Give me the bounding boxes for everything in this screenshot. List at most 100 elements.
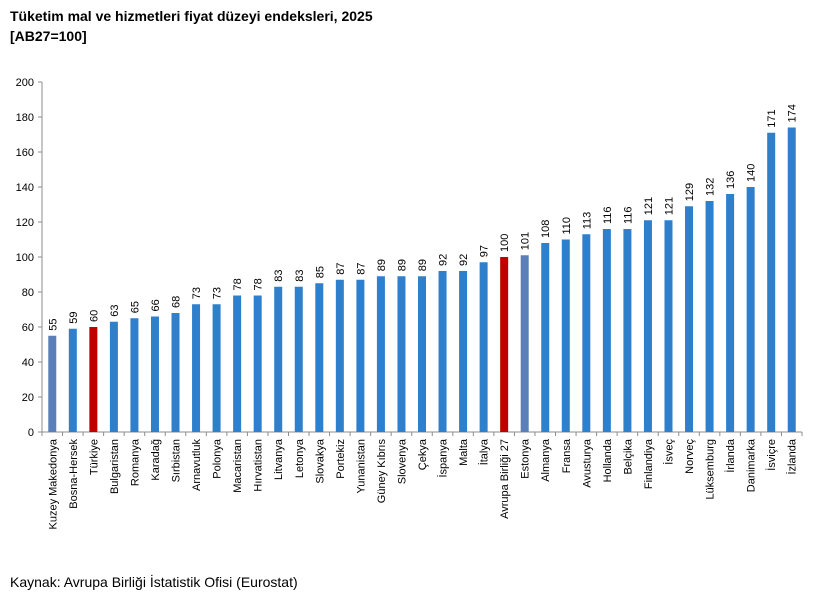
bar bbox=[438, 271, 447, 432]
y-tick-label: 160 bbox=[16, 147, 34, 159]
x-tick-label: Norveç bbox=[684, 439, 696, 474]
data-label: 171 bbox=[766, 109, 778, 127]
x-tick-label: Güney Kıbrıs bbox=[376, 439, 388, 504]
y-tick-label: 200 bbox=[16, 77, 34, 89]
data-label: 129 bbox=[684, 183, 696, 201]
bar bbox=[192, 304, 201, 432]
data-label: 108 bbox=[540, 220, 552, 238]
bar bbox=[130, 318, 139, 432]
bar bbox=[459, 271, 468, 432]
data-label: 116 bbox=[602, 206, 614, 224]
bar bbox=[705, 201, 714, 432]
data-label: 140 bbox=[746, 164, 758, 182]
x-tick-label: Kuzey Makedonya bbox=[47, 438, 59, 529]
x-tick-label: Lüksemburg bbox=[705, 439, 717, 500]
x-tick-label: Romanya bbox=[129, 438, 141, 486]
data-label: 78 bbox=[232, 278, 244, 290]
data-label: 60 bbox=[88, 310, 100, 322]
x-tick-label: Slovenya bbox=[396, 438, 408, 484]
data-label: 66 bbox=[150, 299, 162, 311]
y-tick-label: 0 bbox=[28, 427, 34, 439]
bar bbox=[212, 304, 221, 432]
bar bbox=[520, 255, 529, 432]
x-tick-label: İspanya bbox=[437, 438, 450, 477]
data-label: 110 bbox=[561, 217, 573, 235]
x-tick-label: Macaristan bbox=[232, 439, 244, 493]
bar bbox=[685, 206, 694, 432]
data-label: 116 bbox=[622, 206, 634, 224]
bar bbox=[623, 229, 632, 432]
x-tick-label: Letonya bbox=[294, 438, 306, 478]
data-label: 121 bbox=[663, 197, 675, 215]
data-label: 92 bbox=[438, 254, 450, 266]
data-label: 174 bbox=[787, 104, 799, 122]
data-label: 113 bbox=[581, 212, 593, 230]
bar bbox=[253, 295, 262, 432]
bar bbox=[582, 234, 591, 432]
data-label: 87 bbox=[355, 263, 367, 275]
data-label: 65 bbox=[129, 301, 141, 313]
bar bbox=[561, 239, 570, 432]
y-tick-label: 80 bbox=[22, 287, 34, 299]
x-tick-label: İrlanda bbox=[724, 438, 737, 473]
bar bbox=[233, 295, 242, 432]
data-label: 97 bbox=[479, 245, 491, 257]
x-tick-label: Estonya bbox=[520, 438, 532, 479]
data-label: 89 bbox=[376, 259, 388, 271]
data-label: 63 bbox=[109, 305, 121, 317]
x-tick-label: İsviçre bbox=[765, 439, 778, 471]
x-tick-label: Danimarka bbox=[746, 438, 758, 492]
bar bbox=[397, 276, 406, 432]
x-tick-label: Bulgaristan bbox=[109, 439, 121, 494]
y-tick-label: 140 bbox=[16, 182, 34, 194]
data-label: 92 bbox=[458, 254, 470, 266]
x-tick-label: Polonya bbox=[212, 438, 224, 479]
data-label: 89 bbox=[417, 259, 429, 271]
data-label: 73 bbox=[212, 287, 224, 299]
data-label: 85 bbox=[314, 266, 326, 278]
x-tick-label: Avusturya bbox=[581, 438, 593, 488]
x-tick-label: Hırvatistan bbox=[253, 439, 265, 492]
x-tick-label: Türkiye bbox=[88, 439, 100, 475]
y-tick-label: 60 bbox=[22, 322, 34, 334]
bar bbox=[376, 276, 385, 432]
bar bbox=[767, 132, 776, 432]
bar bbox=[150, 316, 159, 432]
bar bbox=[500, 257, 509, 432]
data-label: 83 bbox=[273, 270, 285, 282]
x-tick-label: Hollanda bbox=[602, 438, 614, 482]
data-label: 59 bbox=[68, 312, 80, 324]
bar bbox=[89, 327, 98, 432]
bar bbox=[68, 328, 77, 432]
data-label: 83 bbox=[294, 270, 306, 282]
chart-subtitle: [AB27=100] bbox=[10, 28, 87, 44]
x-tick-label: Finlandiya bbox=[643, 438, 655, 489]
x-tick-label: Belçika bbox=[622, 438, 634, 474]
bar bbox=[48, 335, 57, 432]
bar bbox=[746, 187, 755, 432]
x-tick-label: İtalya bbox=[478, 438, 491, 465]
bar bbox=[356, 279, 365, 432]
x-tick-label: Avrupa Birliği 27 bbox=[499, 439, 511, 519]
y-tick-label: 20 bbox=[22, 392, 34, 404]
x-tick-label: Portekiz bbox=[335, 439, 347, 479]
data-label: 100 bbox=[499, 234, 511, 252]
bar bbox=[541, 243, 550, 432]
y-tick-label: 100 bbox=[16, 252, 34, 264]
y-tick-label: 180 bbox=[16, 112, 34, 124]
bar bbox=[479, 262, 488, 432]
data-label: 78 bbox=[253, 278, 265, 290]
x-tick-label: Malta bbox=[458, 438, 470, 466]
data-label: 132 bbox=[705, 178, 717, 196]
data-label: 68 bbox=[171, 296, 183, 308]
x-tick-label: Fransa bbox=[561, 438, 573, 473]
bar bbox=[664, 220, 673, 432]
data-label: 136 bbox=[725, 171, 737, 189]
bar bbox=[171, 313, 180, 432]
bar bbox=[274, 286, 283, 432]
data-label: 121 bbox=[643, 197, 655, 215]
bar bbox=[602, 229, 611, 432]
y-tick-label: 40 bbox=[22, 357, 34, 369]
bar bbox=[335, 279, 344, 432]
